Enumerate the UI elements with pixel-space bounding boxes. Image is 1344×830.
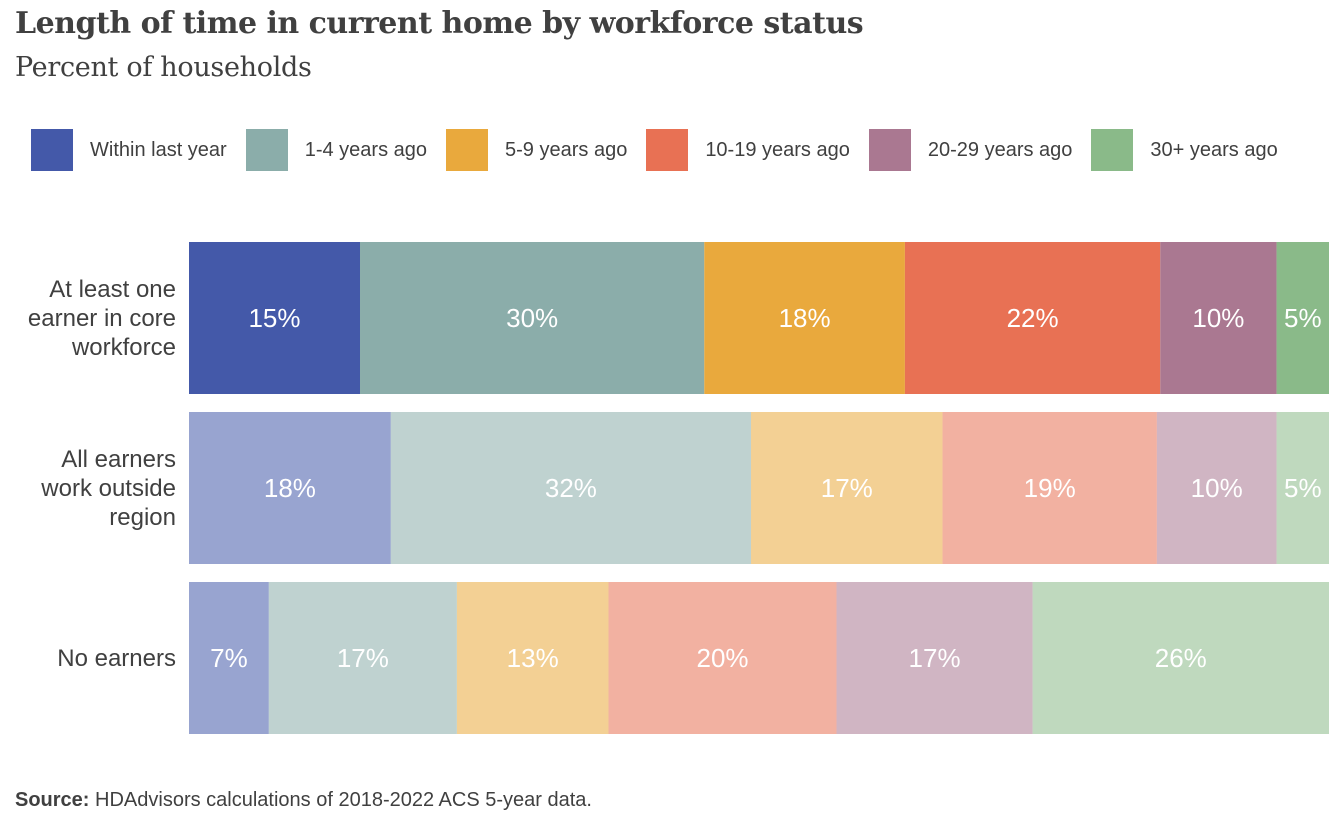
source-note: Source: HDAdvisors calculations of 2018-… [15, 789, 592, 812]
legend-swatch-1-4-years-ago [245, 129, 288, 171]
data-label-within-last-year-row-3: 7% [210, 643, 248, 673]
data-label-10-19-years-ago-row-2: 19% [1024, 473, 1076, 503]
legend-item-20-29-years-ago: 20-29 years ago [868, 129, 1073, 171]
data-label-10-19-years-ago-row-3: 20% [696, 643, 748, 673]
chart-title: Length of time in current home by workfo… [15, 6, 864, 41]
legend-swatch-within-last-year [31, 129, 73, 171]
bar-segment-30-years-ago-row-3 [1032, 582, 1329, 734]
bar-segment-30-years-ago-row-2 [1276, 412, 1329, 564]
legend-item-1-4-years-ago: 1-4 years ago [245, 129, 428, 171]
legend: Within last year 1-4 years ago 5-9 years a… [31, 129, 1297, 171]
bar-segment-within-last-year-row-1 [189, 242, 360, 394]
bar-segment-1-4-years-ago-row-1 [360, 242, 705, 394]
legend-swatch-30-years-ago [1091, 129, 1134, 171]
source-text: HDAdvisors calculations of 2018-2022 ACS… [89, 789, 592, 811]
data-label-20-29-years-ago-row-1: 10% [1192, 303, 1244, 333]
chart-subtitle: Percent of households [15, 52, 312, 83]
data-label-1-4-years-ago-row-1: 30% [506, 303, 558, 333]
bar-segment-within-last-year-row-3 [189, 582, 269, 734]
data-label-30-years-ago-row-3: 26% [1155, 643, 1207, 673]
bar-segment-20-29-years-ago-row-3 [836, 582, 1033, 734]
legend-swatch-20-29-years-ago [868, 129, 911, 171]
source-label: Source: [15, 789, 90, 811]
legend-label-20-29-years-ago: 20-29 years ago [927, 138, 1073, 161]
legend-label-1-4-years-ago: 1-4 years ago [304, 138, 428, 161]
data-label-1-4-years-ago-row-2: 32% [545, 473, 597, 503]
bar-segment-5-9-years-ago-row-3 [456, 582, 609, 734]
bar-segment-1-4-years-ago-row-3 [268, 582, 457, 734]
legend-label-within-last-year: Within last year [90, 138, 227, 161]
bar-segment-10-19-years-ago-row-1 [904, 242, 1161, 394]
bar-segment-20-29-years-ago-row-1 [1160, 242, 1277, 394]
data-label-5-9-years-ago-row-3: 13% [507, 643, 559, 673]
bar-segment-within-last-year-row-2 [189, 412, 391, 564]
category-label-3: No earners [57, 645, 176, 672]
bar-segment-10-19-years-ago-row-2 [942, 412, 1157, 564]
data-label-10-19-years-ago-row-1: 22% [1007, 303, 1059, 333]
bar-segment-20-29-years-ago-row-2 [1156, 412, 1277, 564]
data-label-20-29-years-ago-row-3: 17% [909, 643, 961, 673]
legend-label-30-years-ago: 30+ years ago [1150, 138, 1278, 161]
data-label-30-years-ago-row-1: 5% [1284, 303, 1322, 333]
bar-segment-10-19-years-ago-row-3 [608, 582, 837, 734]
legend-label-5-9-years-ago: 5-9 years ago [505, 138, 628, 161]
legend-item-5-9-years-ago: 5-9 years ago [446, 129, 627, 171]
category-label-1: At least one earner in core workforce [28, 276, 176, 361]
legend-swatch-10-19-years-ago [646, 129, 689, 171]
data-label-5-9-years-ago-row-2: 17% [821, 473, 873, 503]
data-label-1-4-years-ago-row-3: 17% [337, 643, 389, 673]
data-label-within-last-year-row-2: 18% [264, 473, 316, 503]
bar-segment-30-years-ago-row-1 [1276, 242, 1329, 394]
legend-item-30-years-ago: 30+ years ago [1091, 129, 1278, 171]
legend-label-10-19-years-ago: 10-19 years ago [705, 138, 850, 161]
category-label-2: All earners work outside region [40, 446, 176, 531]
bar-segment-1-4-years-ago-row-2 [390, 412, 752, 564]
legend-item-10-19-years-ago: 10-19 years ago [646, 129, 850, 171]
bar-segment-5-9-years-ago-row-1 [704, 242, 905, 394]
legend-swatch-5-9-years-ago [446, 129, 489, 171]
data-label-30-years-ago-row-2: 5% [1284, 473, 1322, 503]
bar-segment-5-9-years-ago-row-2 [751, 412, 943, 564]
data-label-5-9-years-ago-row-1: 18% [779, 303, 831, 333]
data-label-within-last-year-row-1: 15% [248, 303, 300, 333]
data-label-20-29-years-ago-row-2: 10% [1191, 473, 1243, 503]
legend-item-within-last-year: Within last year [31, 129, 227, 171]
